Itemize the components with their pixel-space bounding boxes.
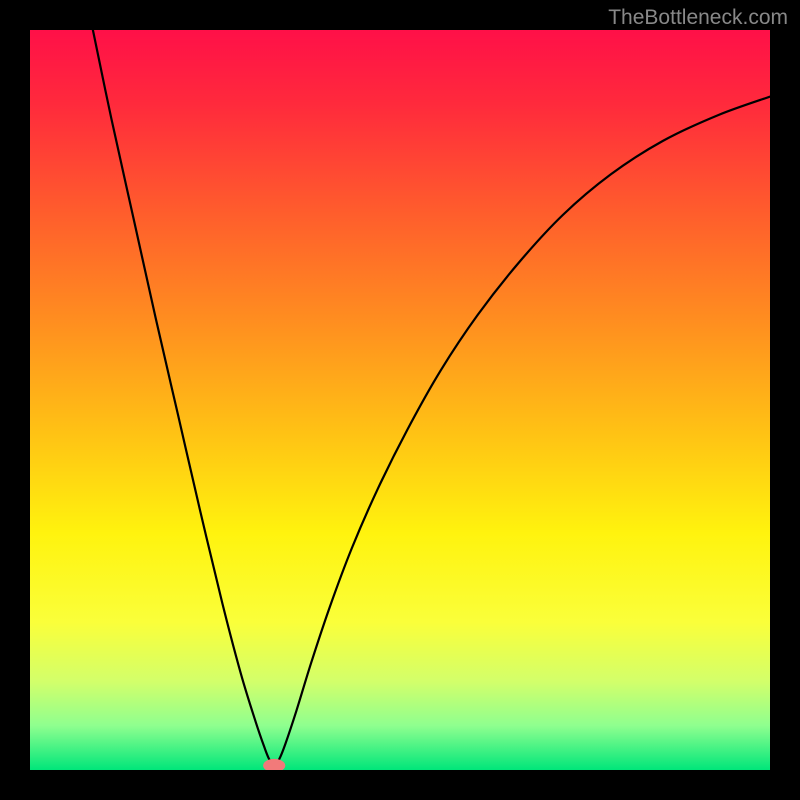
plot-area: [30, 30, 770, 770]
gradient-background: [30, 30, 770, 770]
watermark-text: TheBottleneck.com: [608, 6, 788, 30]
